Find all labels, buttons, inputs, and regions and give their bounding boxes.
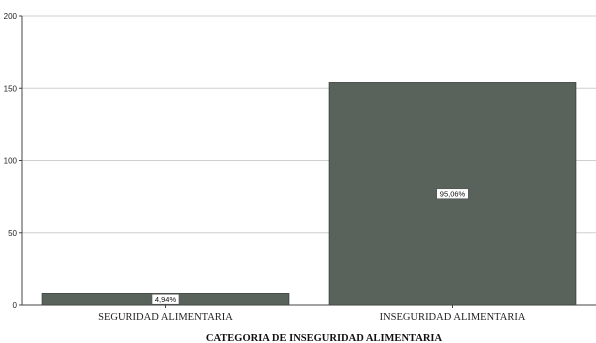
y-axis-ticks: 0 50 100 150 200 — [4, 12, 22, 310]
y-tick-label-100: 100 — [4, 157, 18, 166]
data-label-box-1 — [436, 188, 469, 200]
bars — [41, 82, 577, 306]
y-tick-label-200: 200 — [4, 12, 18, 21]
data-label-box-0 — [151, 293, 180, 305]
category-label-1: INSEGURIDAD ALIMENTARIA — [380, 312, 526, 323]
data-label-1: 95,06% — [440, 190, 466, 199]
y-tick-label-0: 0 — [13, 301, 18, 310]
y-tick-label-50: 50 — [8, 229, 17, 238]
category-label-0: SEGURIDAD ALIMENTARIA — [98, 312, 233, 323]
x-axis-title: CATEGORIA DE INSEGURIDAD ALIMENTARIA — [206, 333, 443, 343]
data-labels: 4,94% 95,06% — [151, 188, 469, 305]
y-tick-label-150: 150 — [4, 84, 18, 93]
data-label-0: 4,94% — [155, 295, 177, 304]
category-labels: SEGURIDAD ALIMENTARIA INSEGURIDAD ALIMENT… — [98, 312, 526, 323]
